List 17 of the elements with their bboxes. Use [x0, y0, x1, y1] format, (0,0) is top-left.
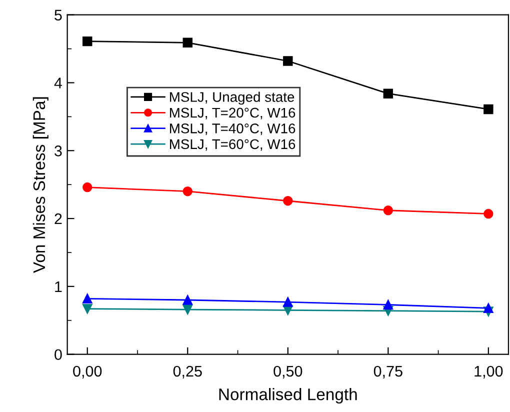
x-tick-label: 0,25	[173, 366, 202, 378]
x-tick-label: 0,00	[73, 366, 102, 378]
y-axis-title: Von Mises Stress [MPa]	[32, 97, 48, 273]
legend-label: MSLJ, T=20°C, W16	[170, 108, 296, 120]
y-tick-label: 2	[54, 213, 62, 224]
y-tick-label: 1	[55, 281, 62, 292]
x-tick-label: 0,50	[274, 366, 302, 378]
legend-label: MSLJ, T=40°C, W16	[170, 124, 296, 135]
x-tick-label: 1,00	[474, 366, 503, 378]
x-axis-title: Normalised Length	[219, 388, 357, 404]
x-tick-label: 0,75	[374, 366, 402, 378]
legend-label: MSLJ, T=60°C, W16	[170, 139, 296, 151]
y-tick-label: 4	[54, 78, 62, 88]
y-tick-label: 3	[54, 145, 62, 156]
y-tick-label: 0	[54, 349, 62, 360]
legend-label: MSLJ, Unaged state	[170, 92, 294, 105]
y-tick-label: 5	[54, 10, 62, 21]
